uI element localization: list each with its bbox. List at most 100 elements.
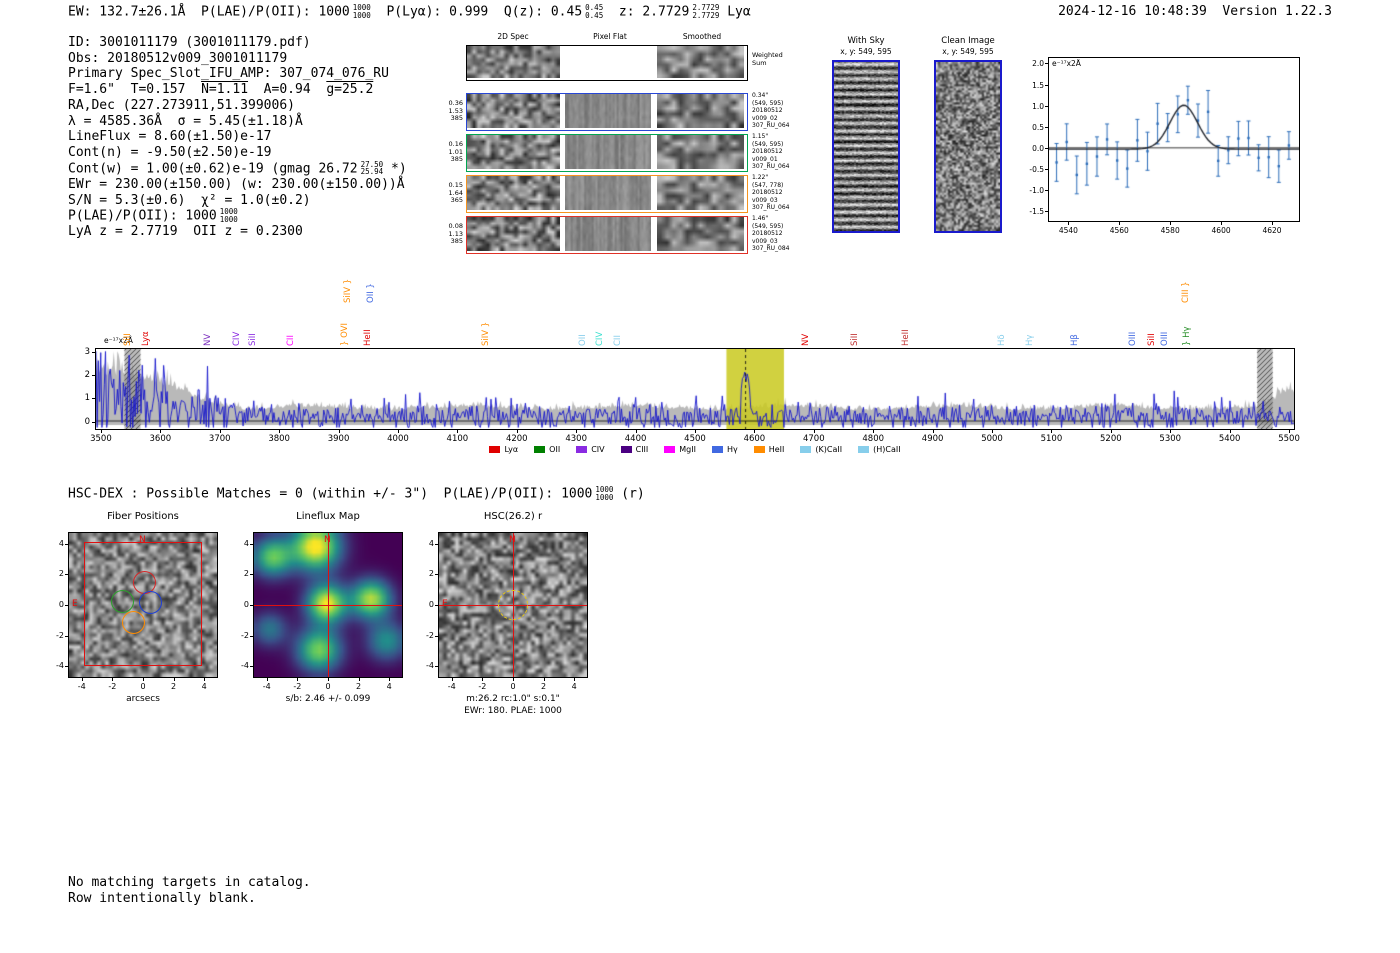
clean-image-image: [934, 60, 1002, 233]
fiber-cutout-row: [466, 93, 748, 131]
tick-mark: [173, 678, 175, 681]
tick-mark: [81, 678, 83, 681]
hsc-x-tick-label: 0: [510, 682, 516, 691]
tick-mark: [112, 678, 114, 681]
tick-mark: [576, 430, 578, 433]
spectrum-x-tick-label: 3800: [268, 434, 290, 444]
fraction-bottom: 1000: [595, 492, 614, 502]
legend-swatch: [711, 446, 723, 453]
emission-line-label: CII: [286, 335, 297, 346]
emission-line-label: } Hγ: [1181, 326, 1192, 346]
meta-line: (549, 595): [752, 140, 784, 148]
emission-line-label: CII: [612, 335, 623, 346]
lineflux-y-tick-label: -4: [241, 661, 249, 671]
tick-mark: [435, 635, 438, 637]
fraction-top: 1000: [595, 485, 614, 494]
fiber-x-tick-label: 2: [171, 682, 177, 691]
legend-label: HeII: [768, 445, 785, 454]
spectrum-legend: Lyα OII CIV CIII MgII Hγ HeII (K)CaII (H)CaII: [95, 445, 1295, 454]
legend-label: Hγ: [726, 445, 738, 454]
tick-mark: [695, 430, 696, 433]
legend-label: OII: [549, 445, 561, 454]
fiber-y-tick-label: -2: [56, 630, 64, 640]
meta-line: v009_02: [752, 114, 778, 122]
meta-line: v009_03: [752, 196, 778, 204]
tick-mark: [1221, 222, 1223, 225]
hsc-x-tick-label: 4: [571, 682, 577, 691]
lineflux-x-tick-label: 2: [356, 682, 362, 691]
fraction-bottom: 1000: [219, 214, 238, 224]
zoom-y-tick-label: 1.0: [1032, 101, 1044, 111]
spectrum-x-tick-label: 4100: [446, 434, 469, 444]
hsc-caption-1: m:26.2 rc:1.0" s:0.1": [466, 694, 560, 704]
zoom-x-tick-label: 4600: [1211, 226, 1231, 235]
zoom-x-tick-label: 4620: [1262, 226, 1282, 235]
spectrum-unit-label: e⁻¹⁷x2Å: [104, 336, 133, 345]
tick-mark: [1289, 430, 1291, 433]
meta-line: 307_RU_064: [752, 122, 790, 130]
stacked-fraction: 0.45 0.45: [585, 4, 603, 19]
text-segment: N=1.11: [201, 82, 249, 98]
lineflux-y-tick-label: 4: [243, 538, 249, 548]
emission-line-label: Hδ: [997, 334, 1008, 346]
text-segment: Obs: 20180512v009_3001011179: [68, 50, 288, 66]
zoom-y-tick-label: 1.5: [1032, 80, 1044, 90]
east-marker: E: [72, 599, 78, 609]
meta-line: 20180512: [752, 230, 783, 238]
aperture-circle: [498, 590, 528, 620]
text-segment: (r): [613, 486, 645, 502]
emission-line-label: Lyα: [141, 331, 152, 346]
spectrum-x-tick-label: 4200: [505, 434, 528, 444]
stat-value: 1.13: [448, 229, 463, 238]
spectrum-axes: [95, 348, 1295, 430]
hsc-y-tick-label: 2: [428, 569, 434, 579]
tick-mark: [457, 430, 459, 433]
meta-line: (547, 778): [752, 181, 784, 189]
stat-value: 0.08: [448, 222, 463, 230]
legend-item: (H)CaII: [858, 445, 901, 454]
hsc-x-tick-label: -4: [447, 682, 456, 691]
spectrum-y-tick-label: 1: [84, 393, 90, 404]
fraction-bottom: 2.7729: [692, 10, 720, 20]
fiber-cutout-row: [466, 175, 748, 213]
fraction-top: 2.7729: [692, 3, 720, 12]
zoom-y-tick-label: 2.0: [1032, 59, 1044, 69]
tick-mark: [1045, 190, 1048, 192]
lineflux-x-tick-label: 0: [325, 682, 331, 691]
stat-value: 1.53: [448, 106, 463, 115]
fiber-x-tick-label: -2: [108, 682, 117, 691]
emission-line-label: CIII }: [1180, 281, 1191, 303]
hsc-y-tick-label: 0: [428, 600, 434, 609]
text-segment: EW: 132.7±26.1Å P(LAE)/P(OII): 1000: [68, 4, 350, 20]
tick-mark: [250, 635, 253, 637]
tick-mark: [1119, 222, 1121, 225]
cutout-row-stats: 0.36 1.53 385: [437, 99, 463, 123]
meta-line: 20180512: [752, 189, 783, 197]
stat-value: 0.16: [448, 140, 463, 148]
fiber-circle: [122, 611, 146, 635]
stacked-fraction: 1000 1000: [595, 486, 613, 501]
fiber-title: Fiber Positions: [107, 511, 179, 522]
zoom-unit-label: e⁻¹⁷x2Å: [1052, 59, 1081, 68]
hsc-y-tick-label: -2: [426, 630, 434, 640]
stat-value: 0.36: [448, 99, 463, 107]
legend-swatch: [620, 446, 632, 453]
emission-line-label: NV: [202, 333, 213, 346]
ifu-fov-square: [84, 542, 202, 666]
emission-line-label: SiIV }: [343, 278, 354, 303]
zoom-y-tick-label: -0.5: [1029, 165, 1044, 175]
text-segment: HSC-DEX : Possible Matches = 0 (within +…: [68, 486, 593, 502]
tick-mark: [513, 678, 514, 681]
tick-mark: [1110, 430, 1112, 433]
fiber-circle: [110, 590, 134, 614]
legend-swatch: [576, 446, 588, 453]
fraction-top: 0.45: [585, 3, 604, 12]
stacked-fraction: 1000 1000: [220, 208, 238, 223]
fiber-cutout-row: [466, 134, 748, 172]
legend-label: MgII: [679, 445, 696, 454]
tick-mark: [250, 666, 253, 668]
tick-mark: [635, 430, 637, 433]
weighted-sum-row: [466, 45, 748, 81]
tick-mark: [1045, 84, 1048, 86]
spectrum-x-tick-label: 5000: [981, 434, 1003, 444]
